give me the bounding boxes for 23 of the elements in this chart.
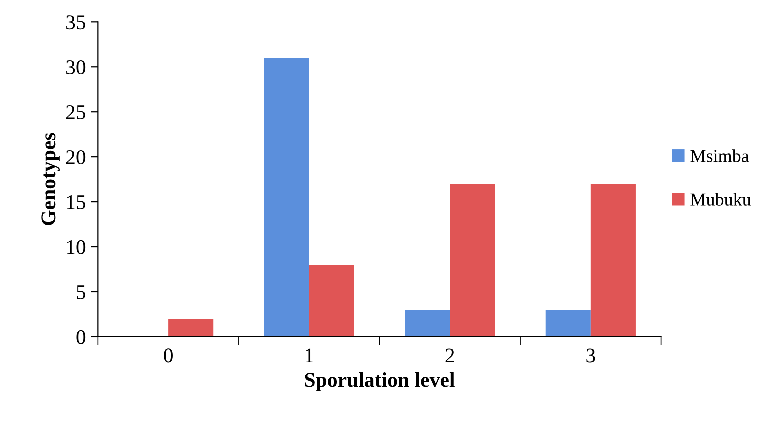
y-axis-title: Genotypes: [42, 133, 60, 226]
y-tick-label: 0: [76, 330, 86, 344]
legend-label: Mubuku: [690, 193, 752, 206]
bar: [264, 58, 310, 337]
bar: [450, 184, 496, 337]
bar: [168, 318, 214, 337]
y-tick-label: 30: [66, 60, 86, 75]
x-tick-label: 3: [586, 348, 596, 363]
bar: [590, 184, 636, 337]
bar: [546, 310, 591, 337]
y-tick-label: 35: [66, 16, 86, 30]
y-tick-label: 20: [66, 150, 86, 165]
y-tick-label: 25: [66, 106, 86, 120]
bar: [405, 310, 450, 337]
bar: [309, 265, 354, 337]
y-tick-label: 10: [67, 240, 86, 254]
x-tick-label: 1: [306, 348, 314, 363]
legend-label: Msimba: [690, 150, 750, 162]
x-tick-label: 0: [164, 348, 173, 363]
y-tick-label: 15: [67, 196, 86, 210]
y-tick-label: 5: [77, 286, 86, 300]
x-tick-label: 2: [446, 348, 454, 363]
x-axis-title: Sporulation level: [305, 372, 455, 392]
